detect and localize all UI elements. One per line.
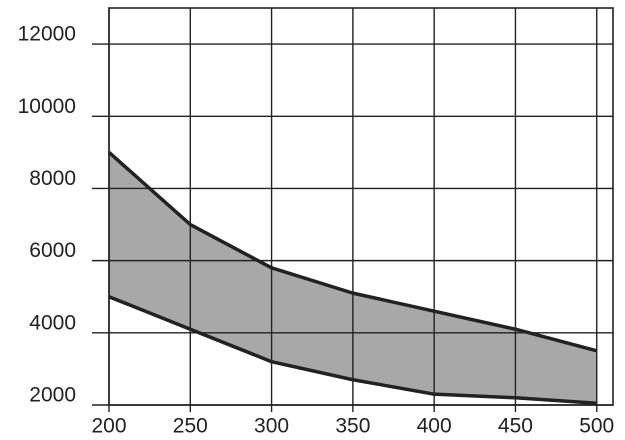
x-tick-label: 250 [173, 415, 208, 438]
y-tick-label: 2000 [29, 384, 76, 407]
y-tick-label: 8000 [29, 167, 76, 190]
y-tick-label: 12000 [18, 23, 76, 46]
y-tick-label: 4000 [29, 311, 76, 334]
x-tick-label: 400 [417, 415, 452, 438]
x-tick-label: 500 [579, 415, 614, 438]
plot-frame [108, 7, 614, 406]
series-line [108, 295, 597, 405]
x-tick-label: 350 [335, 415, 370, 438]
band-area [109, 152, 597, 404]
x-tick-label: 200 [91, 415, 126, 438]
y-tick-label: 10000 [18, 95, 76, 118]
x-tick-label: 450 [498, 415, 533, 438]
series-line [107, 151, 598, 353]
x-tick-label: 300 [254, 415, 289, 438]
y-tick-label: 6000 [29, 239, 76, 262]
